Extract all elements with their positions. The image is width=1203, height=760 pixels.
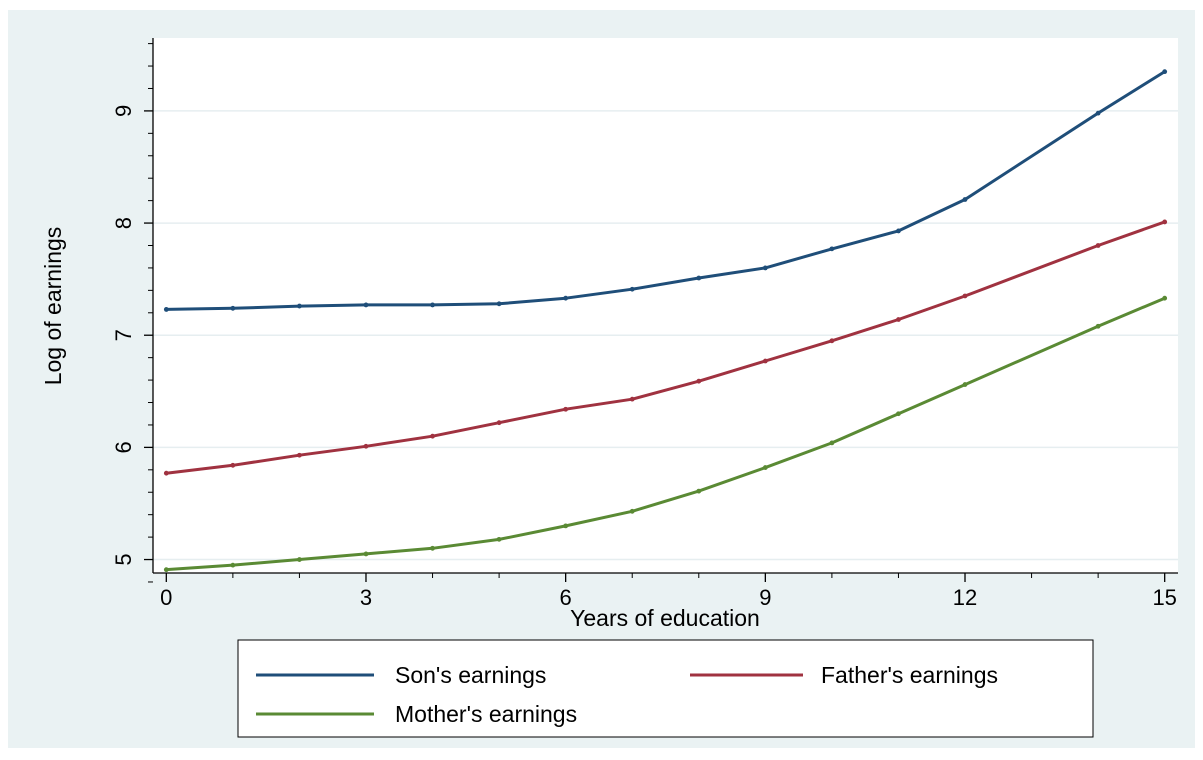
data-point-mother <box>496 536 502 542</box>
data-point-mother <box>829 440 835 446</box>
series-lines <box>163 69 1168 573</box>
data-point-mother <box>163 567 169 573</box>
data-point-father <box>962 293 968 299</box>
data-point-father <box>696 378 702 384</box>
data-point-father <box>1095 243 1101 248</box>
data-point-son <box>962 197 968 202</box>
legend-label-father: Father's earnings <box>821 662 998 688</box>
data-point-father <box>896 317 901 322</box>
legend-item-son: Son's earnings <box>256 662 546 688</box>
chart-figure: 5 6 7 8 9 0 3 6 9 12 15 Years of education Log of … <box>8 10 1195 748</box>
y-axis-title: Log of earnings <box>40 227 66 386</box>
legend: Son's earnings Father's earnings Mother'… <box>237 639 1094 738</box>
data-point-mother <box>430 545 435 551</box>
y-tick-label: 7 <box>111 329 136 341</box>
data-point-father <box>762 358 768 364</box>
legend-item-father: Father's earnings <box>690 662 998 688</box>
legend-label-son: Son's earnings <box>395 662 546 688</box>
data-point-son <box>163 307 169 312</box>
data-point-mother <box>230 562 236 568</box>
legend-label-mother: Mother's earnings <box>395 701 577 727</box>
data-point-mother <box>1162 295 1168 301</box>
y-tick-label: 8 <box>111 217 136 229</box>
data-point-mother <box>762 465 768 470</box>
data-point-mother <box>896 411 901 417</box>
data-point-mother <box>563 523 569 529</box>
data-point-son <box>896 228 901 234</box>
data-point-son <box>430 302 435 308</box>
data-point-father <box>230 462 236 468</box>
data-point-mother <box>629 508 635 514</box>
data-point-son <box>363 302 369 308</box>
data-point-mother <box>696 488 702 494</box>
x-tick-label: 12 <box>953 585 977 610</box>
data-point-son <box>1095 110 1101 116</box>
data-point-son <box>1162 69 1168 75</box>
x-tick-label: 9 <box>759 585 771 610</box>
x-tick-label: 0 <box>160 585 172 610</box>
x-tick-label: 3 <box>360 585 372 610</box>
data-point-son <box>496 301 502 307</box>
y-tick-label: 5 <box>111 553 136 565</box>
x-axis-title: Years of education <box>570 605 760 631</box>
x-tick-label: 15 <box>1152 585 1176 610</box>
axes: 5 6 7 8 9 0 3 6 9 12 15 <box>111 38 1178 610</box>
data-point-father <box>297 452 302 458</box>
legend-box <box>237 639 1094 738</box>
data-point-son <box>563 295 569 301</box>
data-point-son <box>762 265 768 271</box>
data-point-father <box>363 443 369 449</box>
y-tick-label: 9 <box>111 105 136 117</box>
data-point-father <box>829 338 835 344</box>
data-point-son <box>696 275 702 281</box>
data-point-father <box>1162 219 1168 225</box>
data-point-son <box>629 286 635 292</box>
data-point-son <box>230 305 236 311</box>
data-point-son <box>829 246 835 252</box>
data-point-father <box>563 406 569 412</box>
data-point-son <box>297 303 302 309</box>
data-point-mother <box>1095 323 1101 329</box>
data-point-father <box>496 420 502 426</box>
y-tick-label: 6 <box>111 441 136 453</box>
data-point-mother <box>297 557 302 562</box>
data-point-mother <box>962 382 968 387</box>
data-point-father <box>430 433 435 439</box>
data-point-mother <box>363 551 369 557</box>
data-point-father <box>629 396 635 402</box>
x-tick-label: 6 <box>560 585 572 610</box>
grid-lines <box>153 110 1178 561</box>
data-point-father <box>163 470 169 476</box>
legend-item-mother: Mother's earnings <box>256 701 577 727</box>
chart-svg: 5 6 7 8 9 0 3 6 9 12 15 Years of education Log of … <box>40 38 1178 738</box>
